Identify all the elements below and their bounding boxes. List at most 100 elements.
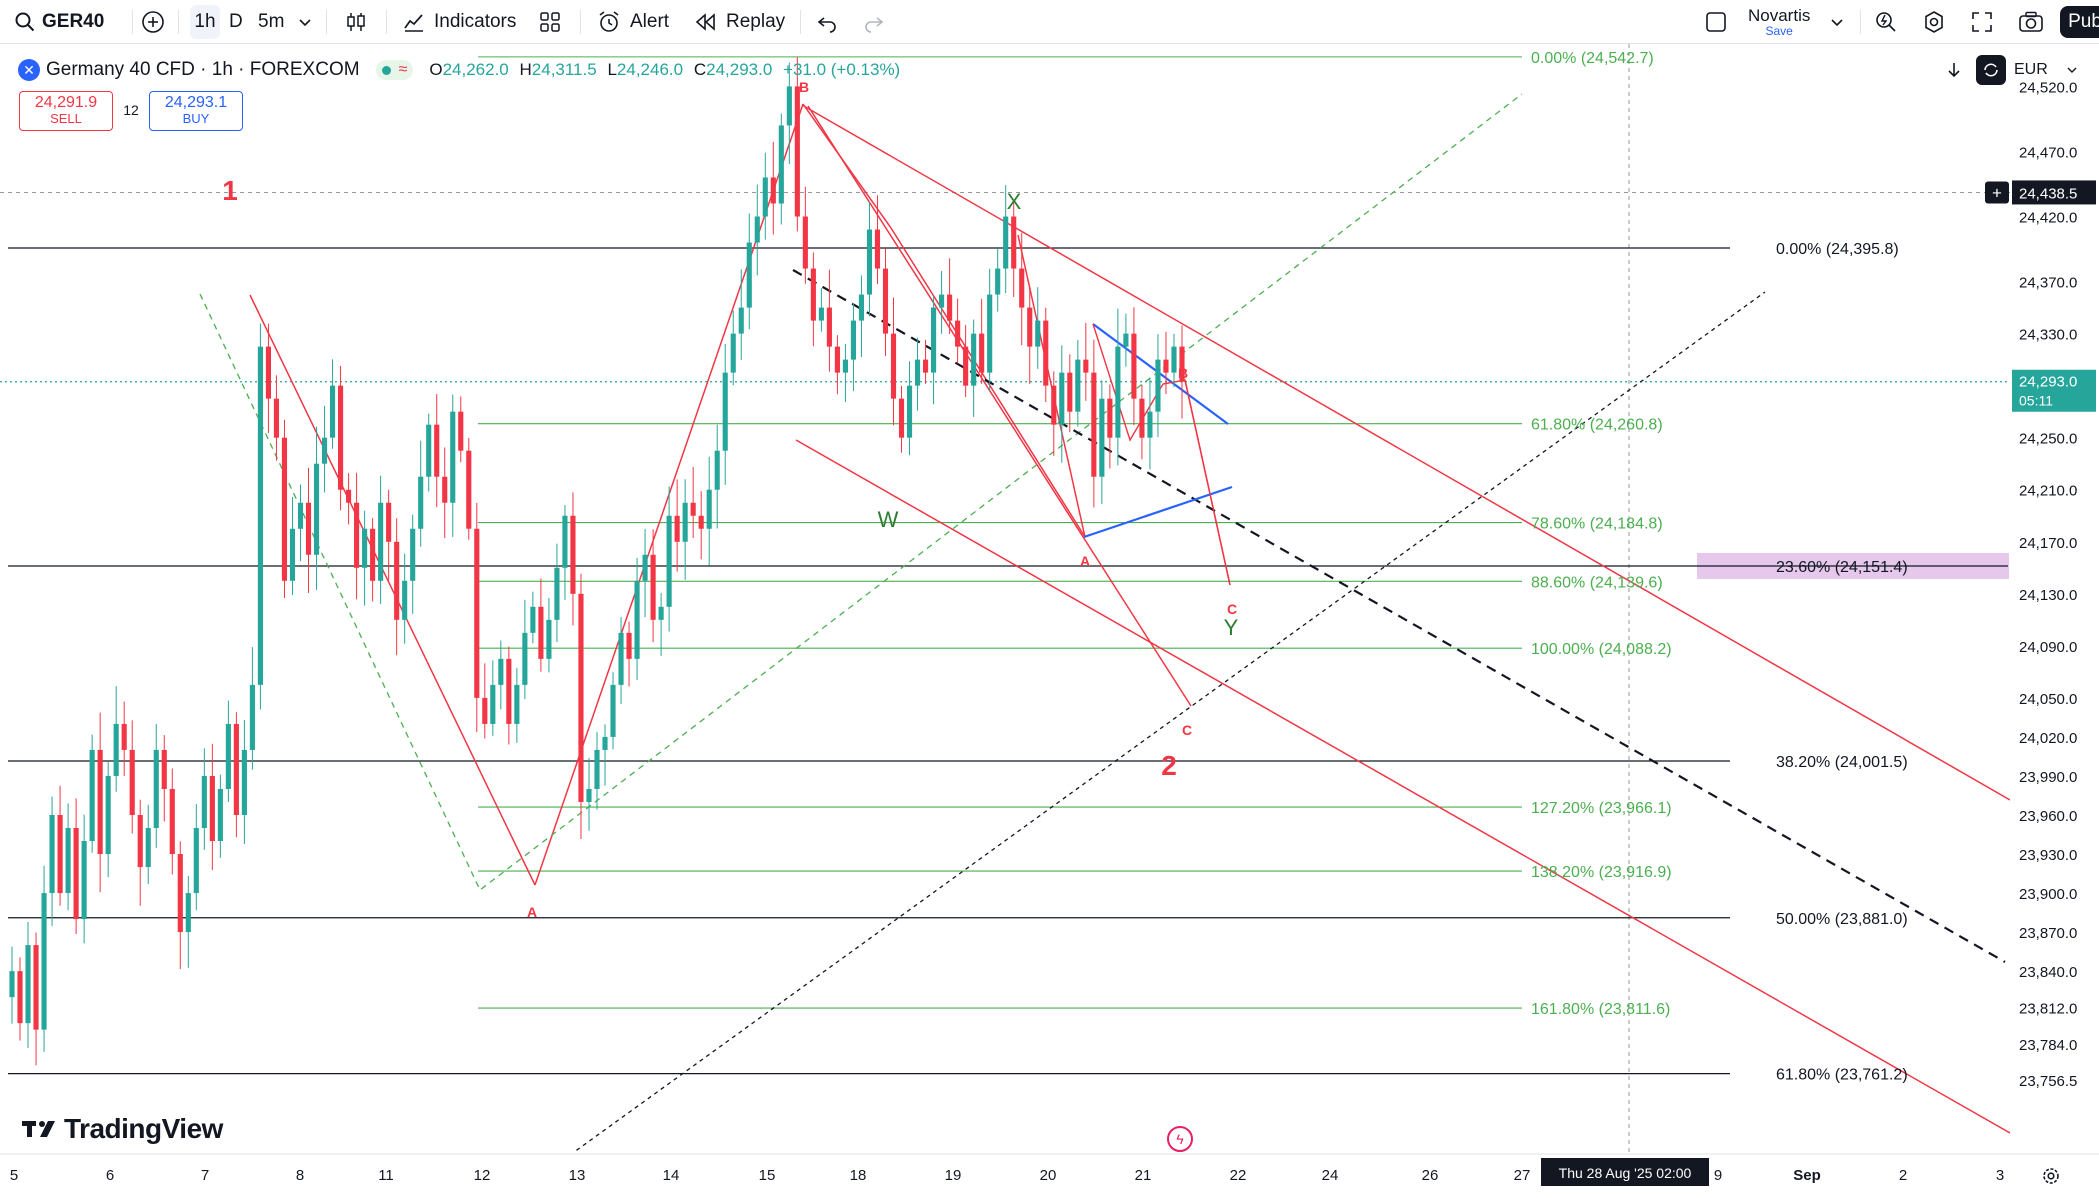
candle-body bbox=[971, 333, 977, 386]
add-alert-button[interactable] bbox=[1985, 181, 2009, 204]
candle-body bbox=[498, 658, 504, 685]
layout-checkbox[interactable] bbox=[1704, 0, 1728, 44]
candle-body bbox=[858, 294, 865, 321]
price-axis: 24,520.0 24,470.0 24,420.0 24,370.0 24,330.0… bbox=[1985, 44, 2099, 1154]
time-tick-label: 22 bbox=[1230, 1167, 1247, 1184]
candle-body bbox=[289, 528, 296, 581]
chart-type-button[interactable] bbox=[344, 0, 368, 44]
candle-body bbox=[650, 554, 656, 620]
templates-button[interactable] bbox=[538, 0, 562, 44]
quick-search-button[interactable] bbox=[1874, 0, 1898, 44]
candles-layer bbox=[9, 57, 1185, 1066]
candle-body bbox=[1075, 359, 1081, 412]
candle-body bbox=[57, 814, 63, 894]
candle-body bbox=[73, 828, 79, 920]
candle-body bbox=[185, 893, 191, 933]
wave-label: B bbox=[799, 79, 809, 95]
buy-price: 24,293.1 bbox=[164, 94, 228, 111]
time-axis-settings-button[interactable] bbox=[2037, 1162, 2065, 1190]
channel-inner-line bbox=[807, 105, 1192, 707]
event-lightning-icon[interactable]: ϟ bbox=[1167, 1126, 1193, 1152]
candle-body bbox=[939, 294, 945, 308]
candle-body bbox=[1091, 372, 1097, 477]
undo-button[interactable] bbox=[815, 0, 839, 44]
divider bbox=[580, 10, 581, 34]
fullscreen-button[interactable] bbox=[1971, 0, 1993, 44]
divider bbox=[386, 10, 387, 34]
candle-body bbox=[578, 593, 584, 802]
time-axis: 5 6 7 8 11 12 13 14 15 18 19 20 21 22 24 26 27 9 Sep 2 3 Thu … bbox=[0, 1153, 2099, 1186]
auto-scale-button[interactable] bbox=[1976, 55, 2006, 85]
arrow-down-icon bbox=[1948, 63, 1960, 78]
interval-1h-button[interactable]: 1h bbox=[190, 5, 220, 39]
forexcom-logo-icon: ✕ bbox=[18, 59, 40, 81]
redo-button[interactable] bbox=[862, 0, 886, 44]
candle-body bbox=[201, 775, 207, 829]
crosshair-date-tag bbox=[1541, 1158, 1709, 1186]
layout-dropdown-button[interactable] bbox=[1830, 0, 1844, 44]
publish-label: Pub bbox=[2068, 11, 2099, 32]
time-tick-label: 14 bbox=[663, 1167, 680, 1184]
camera-icon bbox=[2019, 11, 2043, 32]
market-status-badge[interactable]: ≈ bbox=[375, 60, 414, 80]
candle-body bbox=[762, 177, 768, 217]
symbol-search-button[interactable]: GER40 bbox=[14, 0, 104, 44]
candle-body bbox=[329, 385, 336, 438]
currency-selector[interactable]: EUR bbox=[2014, 58, 2078, 82]
time-tick-label: 9 bbox=[1714, 1167, 1722, 1184]
replay-button[interactable]: Replay bbox=[694, 0, 785, 44]
candle-body bbox=[554, 567, 560, 620]
divider bbox=[178, 10, 179, 34]
candle-body bbox=[1171, 346, 1177, 373]
candle-body bbox=[570, 515, 576, 594]
publish-button[interactable]: Pub bbox=[2060, 6, 2099, 38]
time-tick-label: 13 bbox=[569, 1167, 586, 1184]
candle-body bbox=[594, 749, 600, 789]
price-tick-label: 23,990.0 bbox=[2019, 769, 2077, 786]
buy-button[interactable]: 24,293.1 BUY bbox=[149, 91, 243, 131]
layout-name-button[interactable]: Novartis Save bbox=[1748, 4, 1810, 40]
indicators-button[interactable]: Indicators bbox=[402, 0, 516, 44]
chevron-down-icon bbox=[299, 19, 311, 27]
symbol-legend: ✕ Germany 40 CFD · 1h · FOREXCOM ≈ O24,2… bbox=[18, 58, 900, 82]
candle-body bbox=[113, 723, 119, 776]
price-chart[interactable]: 0.00% (24,395.8) 23.60% (24,151.4) 38.20% … bbox=[0, 44, 2099, 1198]
wave-projection-dashed-line bbox=[199, 93, 1523, 892]
candle-body bbox=[145, 828, 151, 868]
interval-d-button[interactable]: D bbox=[229, 0, 243, 44]
settings-button[interactable] bbox=[1922, 0, 1946, 44]
compare-button[interactable] bbox=[140, 0, 166, 44]
candle-body bbox=[770, 177, 776, 204]
candle-body bbox=[754, 216, 760, 243]
interval-dropdown-button[interactable] bbox=[298, 0, 312, 44]
candle-body bbox=[906, 385, 913, 438]
candle-body bbox=[241, 749, 247, 815]
candle-body bbox=[362, 528, 368, 568]
candle-body bbox=[963, 346, 969, 386]
candle-body bbox=[1131, 333, 1137, 399]
channel-upper-line bbox=[801, 104, 2010, 801]
candle-body bbox=[17, 971, 23, 1024]
time-tick-label: 19 bbox=[945, 1167, 962, 1184]
candle-body bbox=[898, 398, 905, 438]
scroll-to-realtime-button[interactable] bbox=[1940, 56, 1968, 84]
interval-5m-button[interactable]: 5m bbox=[258, 0, 284, 44]
candle-body bbox=[169, 788, 175, 855]
sell-button[interactable]: 24,291.9 SELL bbox=[19, 91, 113, 131]
candle-body bbox=[882, 268, 889, 334]
candle-body bbox=[826, 307, 832, 347]
change-value: +31.0 (+0.13%) bbox=[783, 60, 901, 79]
price-tick-label: 23,930.0 bbox=[2019, 847, 2077, 864]
candle-body bbox=[602, 736, 608, 750]
fib-level-label: 50.00% (23,881.0) bbox=[1776, 911, 1908, 928]
tradingview-watermark[interactable]: TradingView bbox=[22, 1113, 223, 1145]
alert-button[interactable]: Alert bbox=[596, 0, 669, 44]
candle-body bbox=[538, 606, 544, 659]
price-tick-label: 24,020.0 bbox=[2019, 730, 2077, 747]
symbol-title[interactable]: Germany 40 CFD · 1h · FOREXCOM bbox=[46, 59, 360, 80]
snapshot-button[interactable] bbox=[2018, 0, 2044, 44]
candle-body bbox=[642, 554, 648, 581]
candle-body bbox=[682, 502, 688, 542]
candle-body bbox=[1067, 372, 1073, 412]
candle-body bbox=[297, 502, 304, 529]
